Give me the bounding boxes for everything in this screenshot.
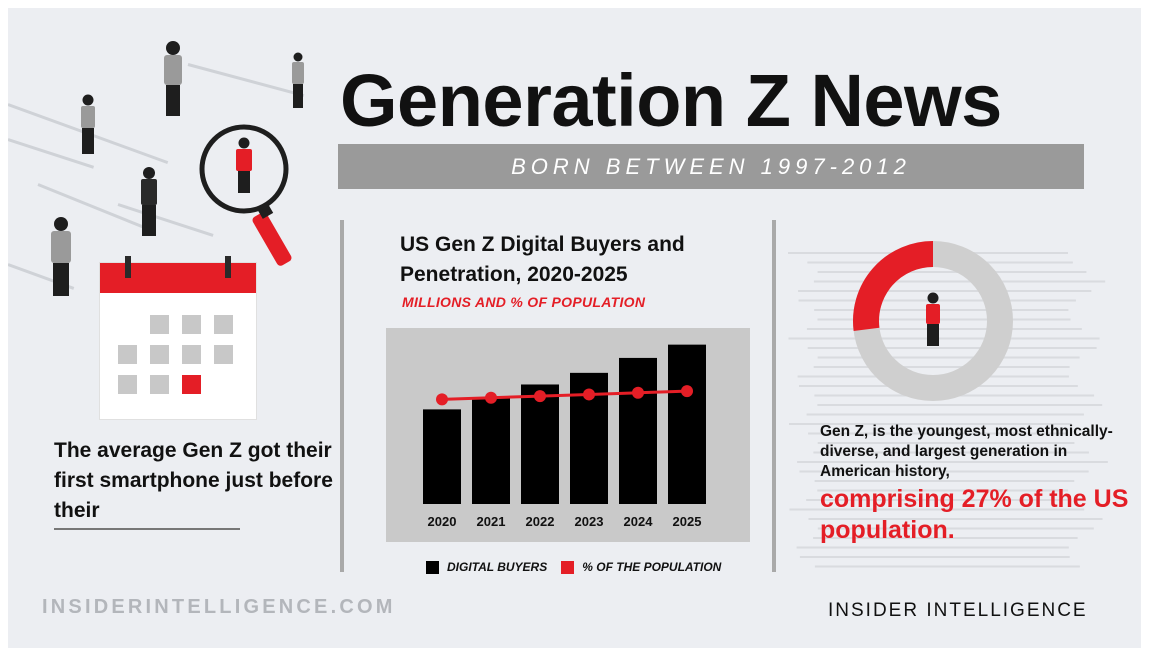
- population-donut-chart: [853, 241, 1013, 401]
- person-icon: [81, 94, 95, 154]
- infographic-card: The average Gen Z got their first smartp…: [8, 8, 1141, 648]
- left-text-clip: The average Gen Z got their first smartp…: [54, 436, 334, 522]
- column-divider: [340, 220, 344, 572]
- divider-rule: [54, 528, 240, 530]
- penetration-line: [441, 389, 688, 401]
- tick-label-2023: 2023: [575, 514, 604, 529]
- tick-label-2020: 2020: [428, 514, 457, 529]
- chart-panel: 2020 2021 2022 2023 2024 2025: [386, 328, 750, 542]
- bar-2024: [619, 357, 657, 504]
- point-2022: [534, 390, 546, 403]
- person-icon: [292, 52, 304, 108]
- footer-brand: INSIDER INTELLIGENCE: [828, 600, 1088, 621]
- shadow-line: [187, 63, 305, 98]
- person-icon: [141, 167, 157, 236]
- point-2025: [681, 385, 693, 398]
- tick-label-2025: 2025: [673, 514, 702, 529]
- donut-share-slice: [853, 241, 934, 332]
- footer-website: INSIDERINTELLIGENCE.COM: [42, 596, 396, 618]
- bar-2021: [472, 397, 510, 504]
- point-2023: [583, 388, 595, 401]
- tick-label-2021: 2021: [477, 514, 506, 529]
- legend-swatch-buyers: [426, 560, 439, 574]
- magnifying-glass-icon: [199, 124, 292, 266]
- bar-chart: 2020 2021 2022 2023 2024 2025: [423, 344, 706, 529]
- legend-swatch-pct: [561, 560, 575, 574]
- point-2021: [485, 391, 497, 404]
- tick-label-2024: 2024: [624, 514, 654, 529]
- smartphone-fact: The average Gen Z got their first smartp…: [54, 439, 333, 522]
- point-2024: [632, 386, 644, 399]
- chart-legend: DIGITAL BUYERS % OF THE POPULATION: [426, 560, 735, 574]
- calendar-icon: [100, 256, 256, 419]
- column-divider: [772, 220, 776, 572]
- gen-z-fact: Gen Z, is the youngest, most ethnically-…: [820, 423, 1113, 480]
- bar-2022: [521, 384, 559, 504]
- population-highlight: comprising 27% of the US population.: [820, 485, 1129, 544]
- bar-2020: [423, 409, 461, 504]
- bar-2025: [668, 344, 706, 504]
- legend-label-pct: % OF THE POPULATION: [582, 560, 722, 574]
- legend-label-buyers: DIGITAL BUYERS: [447, 560, 548, 574]
- subtitle-banner: BORN BETWEEN 1997-2012: [338, 144, 1084, 189]
- person-icon: [164, 41, 182, 116]
- chart-subtitle: MILLIONS AND % OF POPULATION: [402, 294, 646, 310]
- page-title: Generation Z News: [340, 59, 1002, 142]
- chart-title: US Gen Z Digital Buyers and Penetration,…: [400, 233, 685, 286]
- point-2020: [436, 393, 448, 406]
- person-icon: [51, 217, 71, 296]
- tick-label-2022: 2022: [526, 514, 555, 529]
